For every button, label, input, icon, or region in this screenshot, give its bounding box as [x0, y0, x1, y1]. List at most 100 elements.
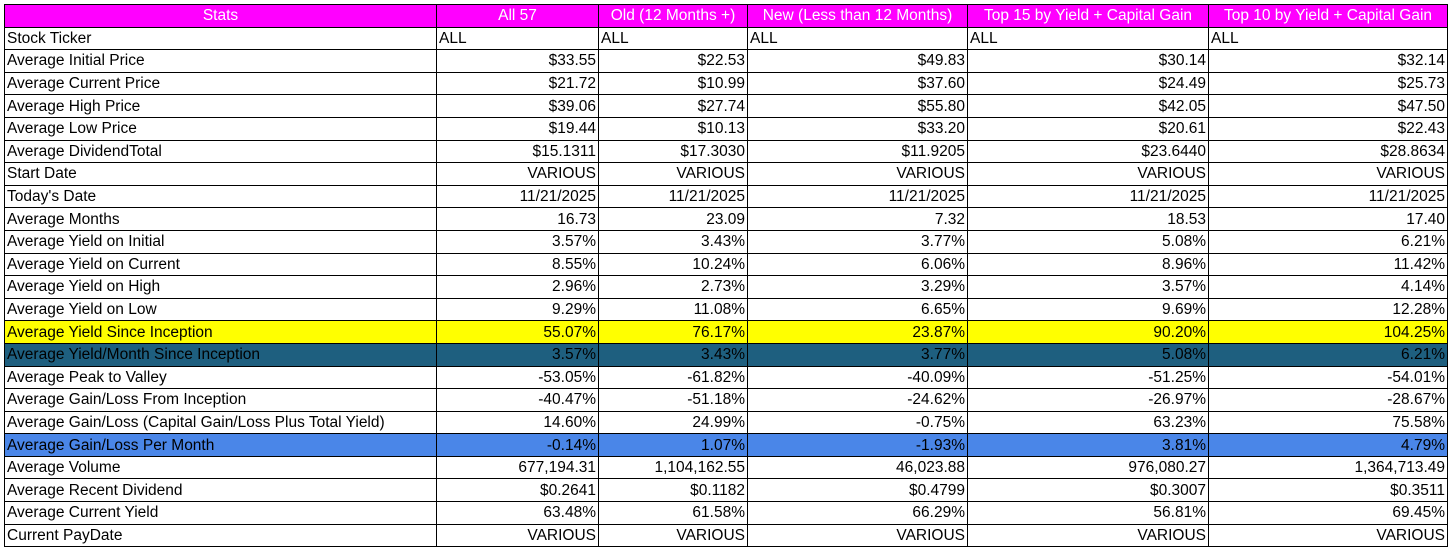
- row-label-cell[interactable]: Average Low Price: [4, 116, 437, 141]
- value-cell[interactable]: -24.62%: [747, 388, 968, 412]
- value-cell[interactable]: ALL: [967, 26, 1209, 51]
- value-cell[interactable]: 3.77%: [747, 342, 968, 367]
- value-cell[interactable]: $28.8634: [1208, 139, 1448, 164]
- header-cell-top-10[interactable]: Top 10 by Yield + Capital Gain: [1208, 4, 1448, 28]
- row-label-cell[interactable]: Average Current Price: [4, 71, 437, 96]
- value-cell[interactable]: 4.14%: [1208, 275, 1448, 299]
- value-cell[interactable]: VARIOUS: [1208, 523, 1448, 548]
- value-cell[interactable]: ALL: [747, 26, 968, 51]
- value-cell[interactable]: 976,080.27: [967, 455, 1209, 480]
- value-cell[interactable]: 3.57%: [436, 342, 599, 367]
- value-cell[interactable]: $15.1311: [436, 139, 599, 164]
- value-cell[interactable]: 104.25%: [1208, 320, 1448, 344]
- value-cell[interactable]: 5.08%: [967, 229, 1209, 254]
- row-label-cell[interactable]: Average Yield on High: [4, 275, 437, 299]
- value-cell[interactable]: 90.20%: [967, 320, 1209, 344]
- value-cell[interactable]: ALL: [1208, 26, 1448, 51]
- value-cell[interactable]: ALL: [436, 26, 599, 51]
- row-label-cell[interactable]: Average Initial Price: [4, 49, 437, 73]
- header-cell-old[interactable]: Old (12 Months +): [598, 4, 748, 28]
- value-cell[interactable]: $20.61: [967, 116, 1209, 141]
- value-cell[interactable]: $47.50: [1208, 94, 1448, 118]
- value-cell[interactable]: 3.77%: [747, 229, 968, 254]
- value-cell[interactable]: 9.29%: [436, 297, 599, 322]
- value-cell[interactable]: $55.80: [747, 94, 968, 118]
- value-cell[interactable]: 2.73%: [598, 275, 748, 299]
- value-cell[interactable]: VARIOUS: [436, 162, 599, 186]
- value-cell[interactable]: 2.96%: [436, 275, 599, 299]
- value-cell[interactable]: 23.09: [598, 207, 748, 231]
- value-cell[interactable]: 55.07%: [436, 320, 599, 344]
- value-cell[interactable]: 18.53: [967, 207, 1209, 231]
- row-label-cell[interactable]: Average Gain/Loss (Capital Gain/Loss Plu…: [4, 410, 437, 435]
- value-cell[interactable]: -53.05%: [436, 365, 599, 390]
- value-cell[interactable]: 46,023.88: [747, 455, 968, 480]
- value-cell[interactable]: -51.18%: [598, 388, 748, 412]
- value-cell[interactable]: 11.42%: [1208, 252, 1448, 277]
- value-cell[interactable]: 6.21%: [1208, 229, 1448, 254]
- value-cell[interactable]: -0.14%: [436, 433, 599, 457]
- value-cell[interactable]: 3.29%: [747, 275, 968, 299]
- row-label-cell[interactable]: Average Yield Since Inception: [4, 320, 437, 344]
- value-cell[interactable]: $49.83: [747, 49, 968, 73]
- value-cell[interactable]: $0.2641: [436, 478, 599, 503]
- value-cell[interactable]: 9.69%: [967, 297, 1209, 322]
- value-cell[interactable]: $32.14: [1208, 49, 1448, 73]
- value-cell[interactable]: 11/21/2025: [967, 184, 1209, 209]
- value-cell[interactable]: 8.55%: [436, 252, 599, 277]
- value-cell[interactable]: 17.40: [1208, 207, 1448, 231]
- value-cell[interactable]: 4.79%: [1208, 433, 1448, 457]
- value-cell[interactable]: 11/21/2025: [436, 184, 599, 209]
- row-label-cell[interactable]: Today's Date: [4, 184, 437, 209]
- value-cell[interactable]: 24.99%: [598, 410, 748, 435]
- value-cell[interactable]: 8.96%: [967, 252, 1209, 277]
- value-cell[interactable]: 23.87%: [747, 320, 968, 344]
- value-cell[interactable]: VARIOUS: [967, 523, 1209, 548]
- value-cell[interactable]: $19.44: [436, 116, 599, 141]
- header-cell-top-15[interactable]: Top 15 by Yield + Capital Gain: [967, 4, 1209, 28]
- value-cell[interactable]: 14.60%: [436, 410, 599, 435]
- value-cell[interactable]: $42.05: [967, 94, 1209, 118]
- value-cell[interactable]: VARIOUS: [967, 162, 1209, 186]
- value-cell[interactable]: $0.3511: [1208, 478, 1448, 503]
- value-cell[interactable]: $22.53: [598, 49, 748, 73]
- row-label-cell[interactable]: Average High Price: [4, 94, 437, 118]
- value-cell[interactable]: -26.97%: [967, 388, 1209, 412]
- value-cell[interactable]: 3.81%: [967, 433, 1209, 457]
- value-cell[interactable]: -40.09%: [747, 365, 968, 390]
- row-label-cell[interactable]: Start Date: [4, 162, 437, 186]
- value-cell[interactable]: VARIOUS: [1208, 162, 1448, 186]
- value-cell[interactable]: 3.57%: [967, 275, 1209, 299]
- value-cell[interactable]: 3.57%: [436, 229, 599, 254]
- value-cell[interactable]: VARIOUS: [436, 523, 599, 548]
- value-cell[interactable]: 7.32: [747, 207, 968, 231]
- value-cell[interactable]: 11/21/2025: [1208, 184, 1448, 209]
- value-cell[interactable]: 1,364,713.49: [1208, 455, 1448, 480]
- value-cell[interactable]: 6.06%: [747, 252, 968, 277]
- value-cell[interactable]: -0.75%: [747, 410, 968, 435]
- row-label-cell[interactable]: Average Gain/Loss From Inception: [4, 388, 437, 412]
- value-cell[interactable]: $30.14: [967, 49, 1209, 73]
- row-label-cell[interactable]: Average Months: [4, 207, 437, 231]
- value-cell[interactable]: 11/21/2025: [747, 184, 968, 209]
- value-cell[interactable]: 11/21/2025: [598, 184, 748, 209]
- value-cell[interactable]: 63.23%: [967, 410, 1209, 435]
- value-cell[interactable]: $33.20: [747, 116, 968, 141]
- value-cell[interactable]: $11.9205: [747, 139, 968, 164]
- value-cell[interactable]: VARIOUS: [747, 523, 968, 548]
- value-cell[interactable]: 3.43%: [598, 229, 748, 254]
- value-cell[interactable]: 56.81%: [967, 501, 1209, 525]
- value-cell[interactable]: VARIOUS: [747, 162, 968, 186]
- value-cell[interactable]: $24.49: [967, 71, 1209, 96]
- value-cell[interactable]: $22.43: [1208, 116, 1448, 141]
- header-cell-stats[interactable]: Stats: [4, 4, 437, 28]
- value-cell[interactable]: $0.3007: [967, 478, 1209, 503]
- value-cell[interactable]: $0.4799: [747, 478, 968, 503]
- value-cell[interactable]: $10.13: [598, 116, 748, 141]
- value-cell[interactable]: -61.82%: [598, 365, 748, 390]
- value-cell[interactable]: $17.3030: [598, 139, 748, 164]
- value-cell[interactable]: 11.08%: [598, 297, 748, 322]
- row-label-cell[interactable]: Average Yield on Initial: [4, 229, 437, 254]
- value-cell[interactable]: $10.99: [598, 71, 748, 96]
- value-cell[interactable]: $23.6440: [967, 139, 1209, 164]
